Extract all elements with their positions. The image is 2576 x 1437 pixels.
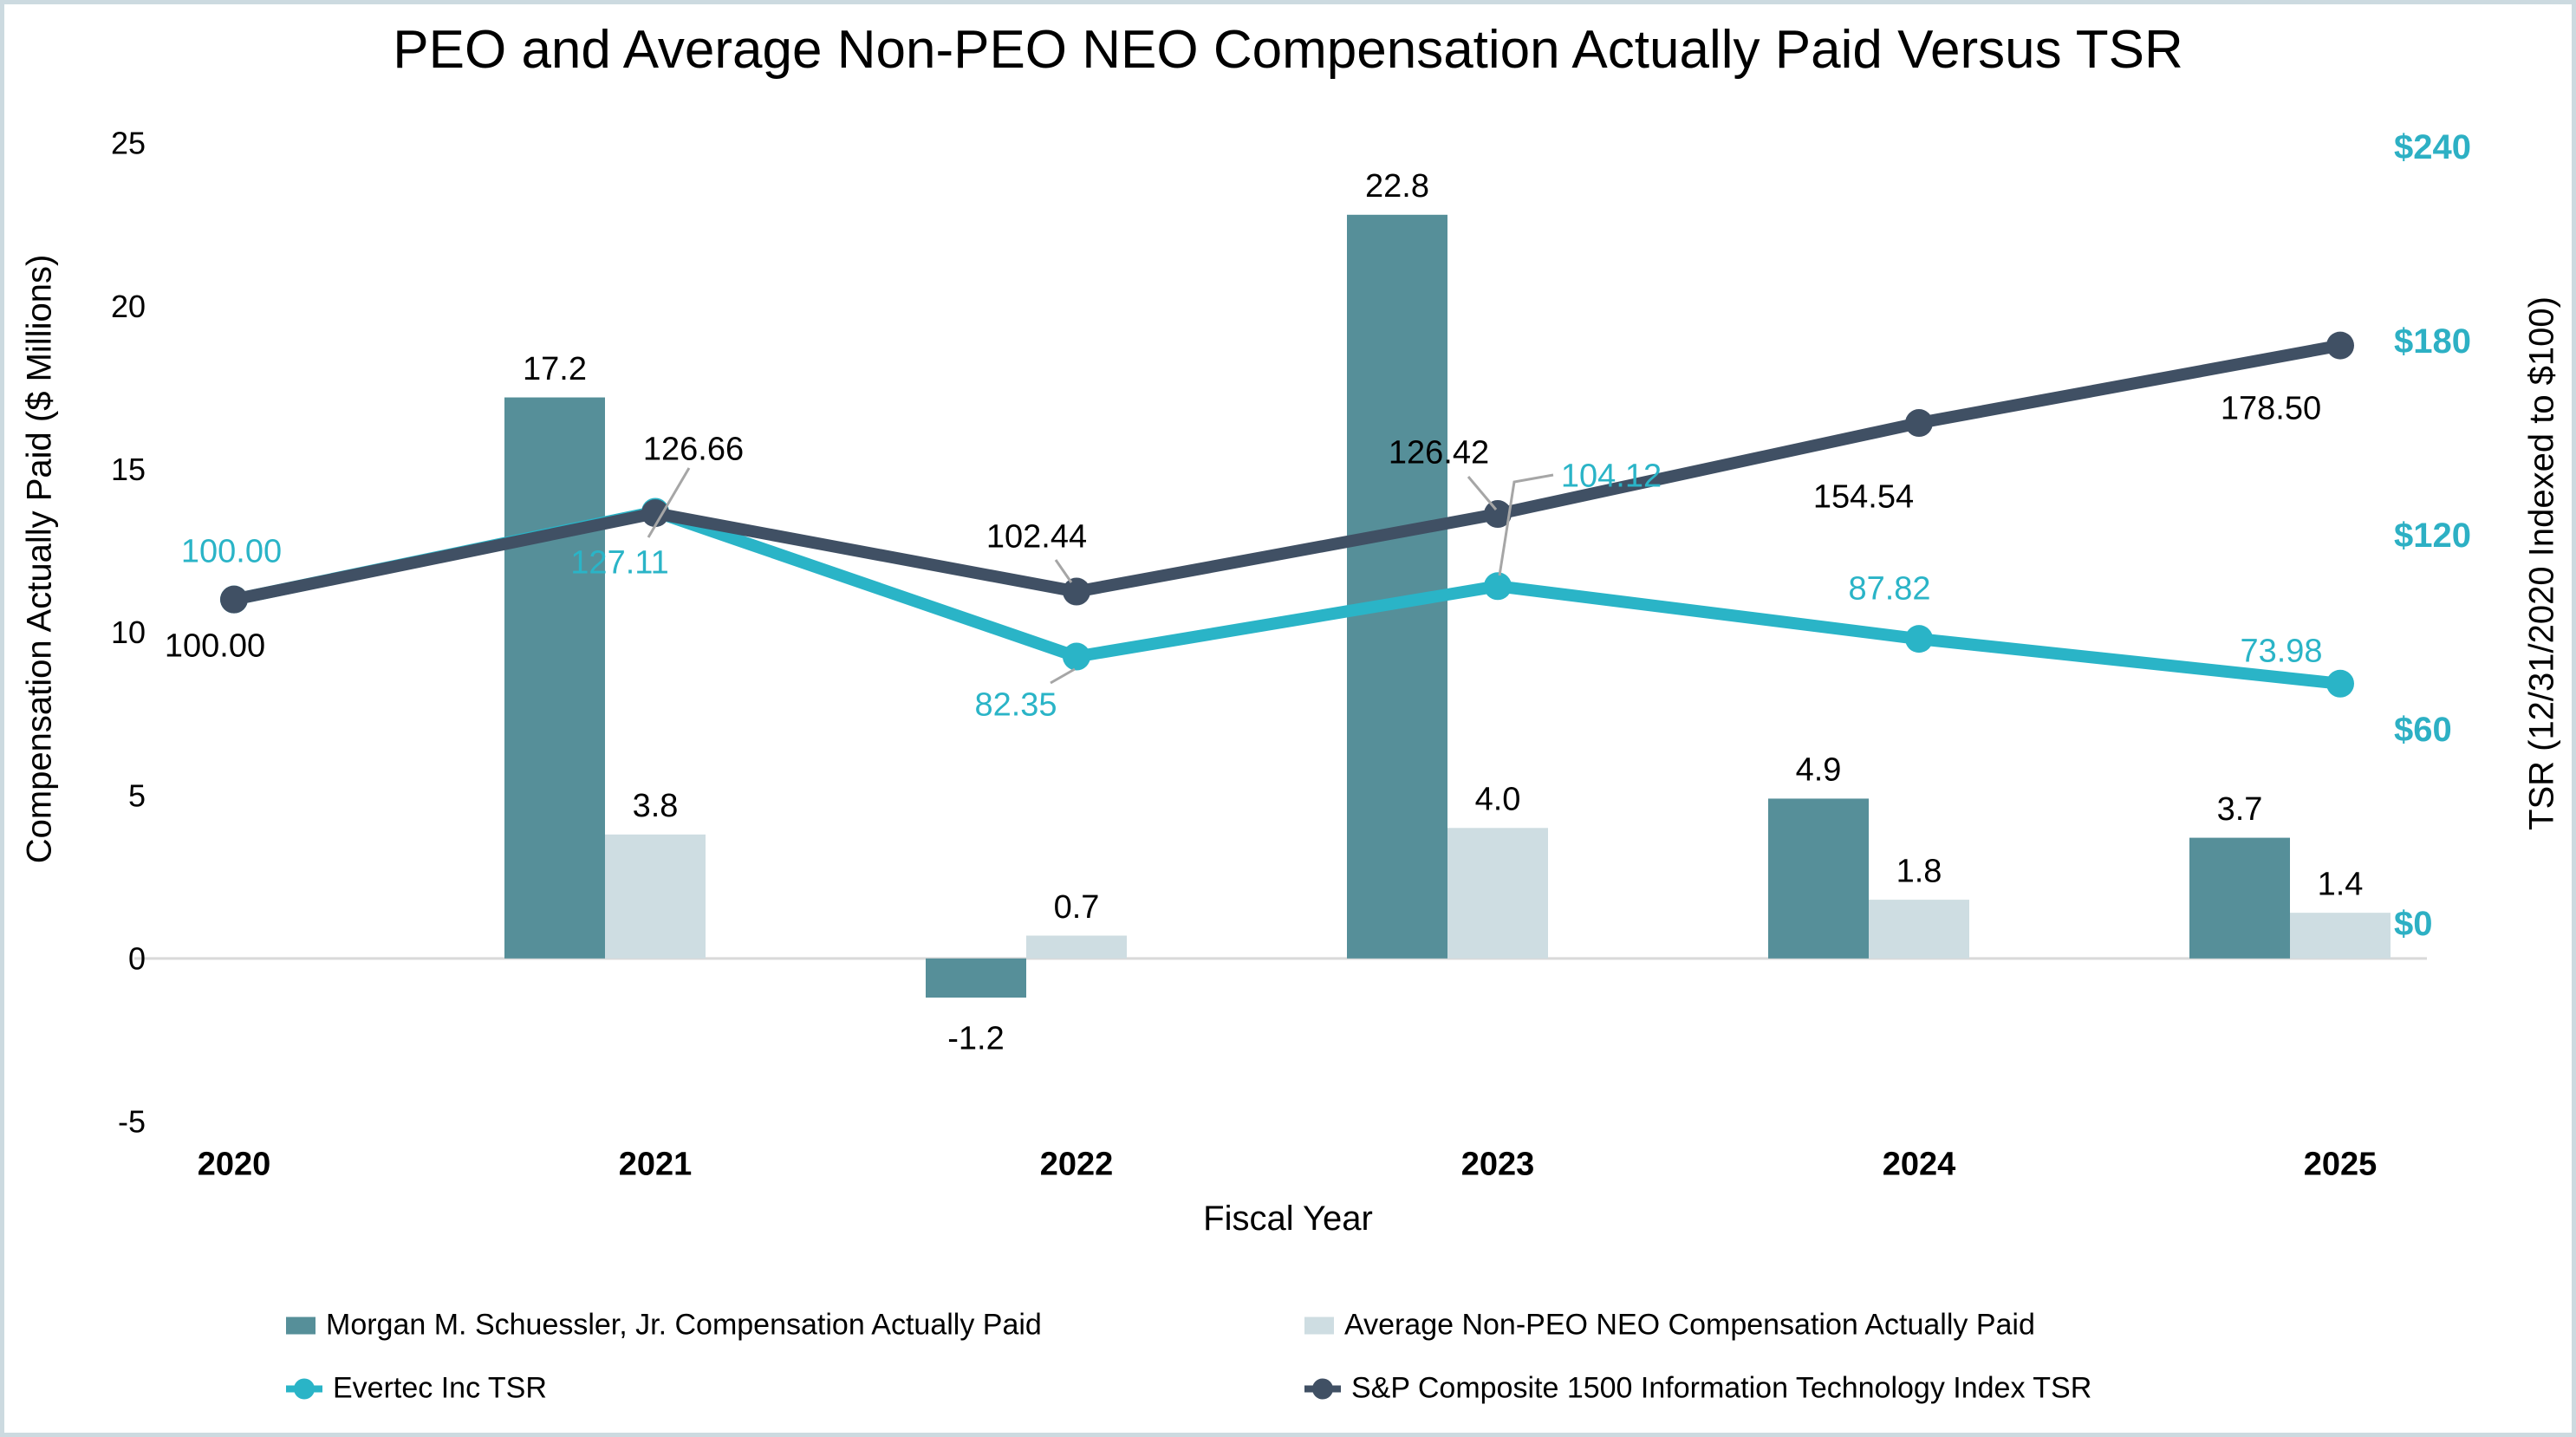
point-sp1500-2020 (220, 585, 248, 614)
x-tick-2023: 2023 (1461, 1146, 1535, 1182)
leader-line-4 (1498, 473, 1554, 576)
bar-neo-2024 (1869, 900, 1969, 959)
bar-label-peo-2023: 22.8 (1365, 168, 1429, 205)
bar-peo-2024 (1768, 798, 1869, 959)
point-label-sp1500-2022: 102.44 (986, 518, 1087, 555)
bar-label-peo-2021: 17.2 (523, 351, 587, 387)
legend-label-peo-bar: Morgan M. Schuessler, Jr. Compensation A… (326, 1308, 1042, 1342)
y-left-axis-title: Compensation Actually Paid ($ Millions) (20, 254, 59, 864)
y-left-tick-5: 5 (128, 777, 146, 813)
point-sp1500-2024 (1905, 409, 1933, 438)
bar-neo-2023 (1447, 828, 1548, 959)
legend-dot-sp1500 (1312, 1378, 1333, 1399)
point-label-evertec-2021: 127.11 (570, 544, 668, 581)
leader-line-1 (1054, 559, 1073, 583)
bar-label-peo-2024: 4.9 (1796, 752, 1842, 789)
leader-line-3 (1467, 476, 1498, 510)
x-tick-2024: 2024 (1883, 1146, 1956, 1182)
bar-peo-2025 (2189, 837, 2290, 959)
legend-swatch-sp1500-line (1304, 1377, 1341, 1400)
point-label-evertec-2023: 104.12 (1561, 458, 1662, 494)
point-label-evertec-2024: 87.82 (1848, 570, 1930, 607)
y-right-tick-$60: $60 (2394, 711, 2452, 749)
x-axis-title: Fiscal Year (1203, 1200, 1373, 1238)
point-sp1500-2021 (641, 499, 669, 528)
point-label-evertec-2020: 100.00 (181, 533, 282, 569)
legend-label-sp1500-tsr: S&P Composite 1500 Information Technolog… (1351, 1371, 2092, 1405)
legend-item-peo-bar: Morgan M. Schuessler, Jr. Compensation A… (286, 1309, 1042, 1343)
x-tick-2020: 2020 (198, 1146, 271, 1182)
legend-item-evertec-tsr: Evertec Inc TSR (286, 1372, 547, 1406)
bar-label-peo-2022: -1.2 (947, 1020, 1004, 1057)
legend-item-neo-bar: Average Non-PEO NEO Compensation Actuall… (1304, 1309, 2035, 1343)
y-left-tick-15: 15 (111, 452, 146, 487)
point-sp1500-2023 (1484, 500, 1512, 529)
line-sp1500-tsr (228, 339, 2346, 606)
bar-neo-2025 (2290, 913, 2391, 959)
bar-peo-2021 (504, 397, 605, 959)
point-label-evertec-2025: 73.98 (2240, 633, 2322, 669)
point-label-sp1500-2023: 126.42 (1389, 434, 1489, 471)
legend-swatch-neo-bar (1304, 1317, 1334, 1334)
bar-label-neo-2024: 1.8 (1896, 853, 1942, 889)
y-left-tick-25: 25 (111, 126, 146, 161)
legend-dot-evertec (294, 1378, 315, 1399)
point-evertec-2024 (1905, 625, 1933, 653)
bar-label-peo-2025: 3.7 (2217, 791, 2263, 828)
y-left-tick--5: -5 (118, 1104, 146, 1140)
legend-swatch-evertec-line (286, 1377, 322, 1400)
point-label-sp1500-2024: 154.54 (1813, 478, 1914, 515)
y-right-tick-$0: $0 (2394, 905, 2433, 943)
bar-label-neo-2022: 0.7 (1054, 889, 1100, 926)
leader-line-2 (1050, 667, 1076, 685)
point-evertec-2022 (1063, 642, 1090, 671)
bar-label-neo-2023: 4.0 (1475, 782, 1521, 818)
legend-swatch-peo-bar (286, 1317, 315, 1334)
bar-label-neo-2021: 3.8 (633, 788, 679, 824)
point-evertec-2023 (1484, 572, 1512, 601)
bar-neo-2021 (605, 834, 706, 959)
point-label-sp1500-2021: 126.66 (643, 431, 744, 467)
point-label-sp1500-2025: 178.50 (2221, 390, 2321, 426)
bar-label-neo-2025: 1.4 (2318, 866, 2364, 902)
leader-line-0 (647, 467, 691, 538)
y-right-tick-$240: $240 (2394, 128, 2471, 166)
chart-title: PEO and Average Non-PEO NEO Compensation… (393, 20, 2183, 80)
x-tick-2021: 2021 (619, 1146, 693, 1182)
y-right-tick-$120: $120 (2394, 517, 2471, 555)
legend-item-sp1500-tsr: S&P Composite 1500 Information Technolog… (1304, 1372, 2091, 1406)
y-right-tick-$180: $180 (2394, 322, 2471, 361)
point-label-evertec-2022: 82.35 (974, 686, 1057, 723)
point-sp1500-2022 (1063, 577, 1090, 606)
y-left-tick-10: 10 (111, 614, 146, 650)
y-left-tick-0: 0 (128, 940, 146, 976)
x-tick-2022: 2022 (1040, 1146, 1114, 1182)
point-label-sp1500-2020: 100.00 (165, 627, 265, 664)
bar-peo-2023 (1347, 214, 1447, 959)
bar-peo-2022 (926, 958, 1026, 998)
y-left-tick-20: 20 (111, 289, 146, 324)
bar-neo-2022 (1026, 935, 1127, 959)
y-right-axis-title: TSR (12/31/2020 Indexed to $100) (2522, 296, 2561, 830)
point-sp1500-2025 (2326, 331, 2354, 360)
legend-label-evertec-tsr: Evertec Inc TSR (333, 1371, 547, 1405)
point-evertec-2025 (2326, 669, 2354, 698)
x-tick-2025: 2025 (2304, 1146, 2378, 1182)
legend-label-neo-bar: Average Non-PEO NEO Compensation Actuall… (1344, 1308, 2035, 1342)
